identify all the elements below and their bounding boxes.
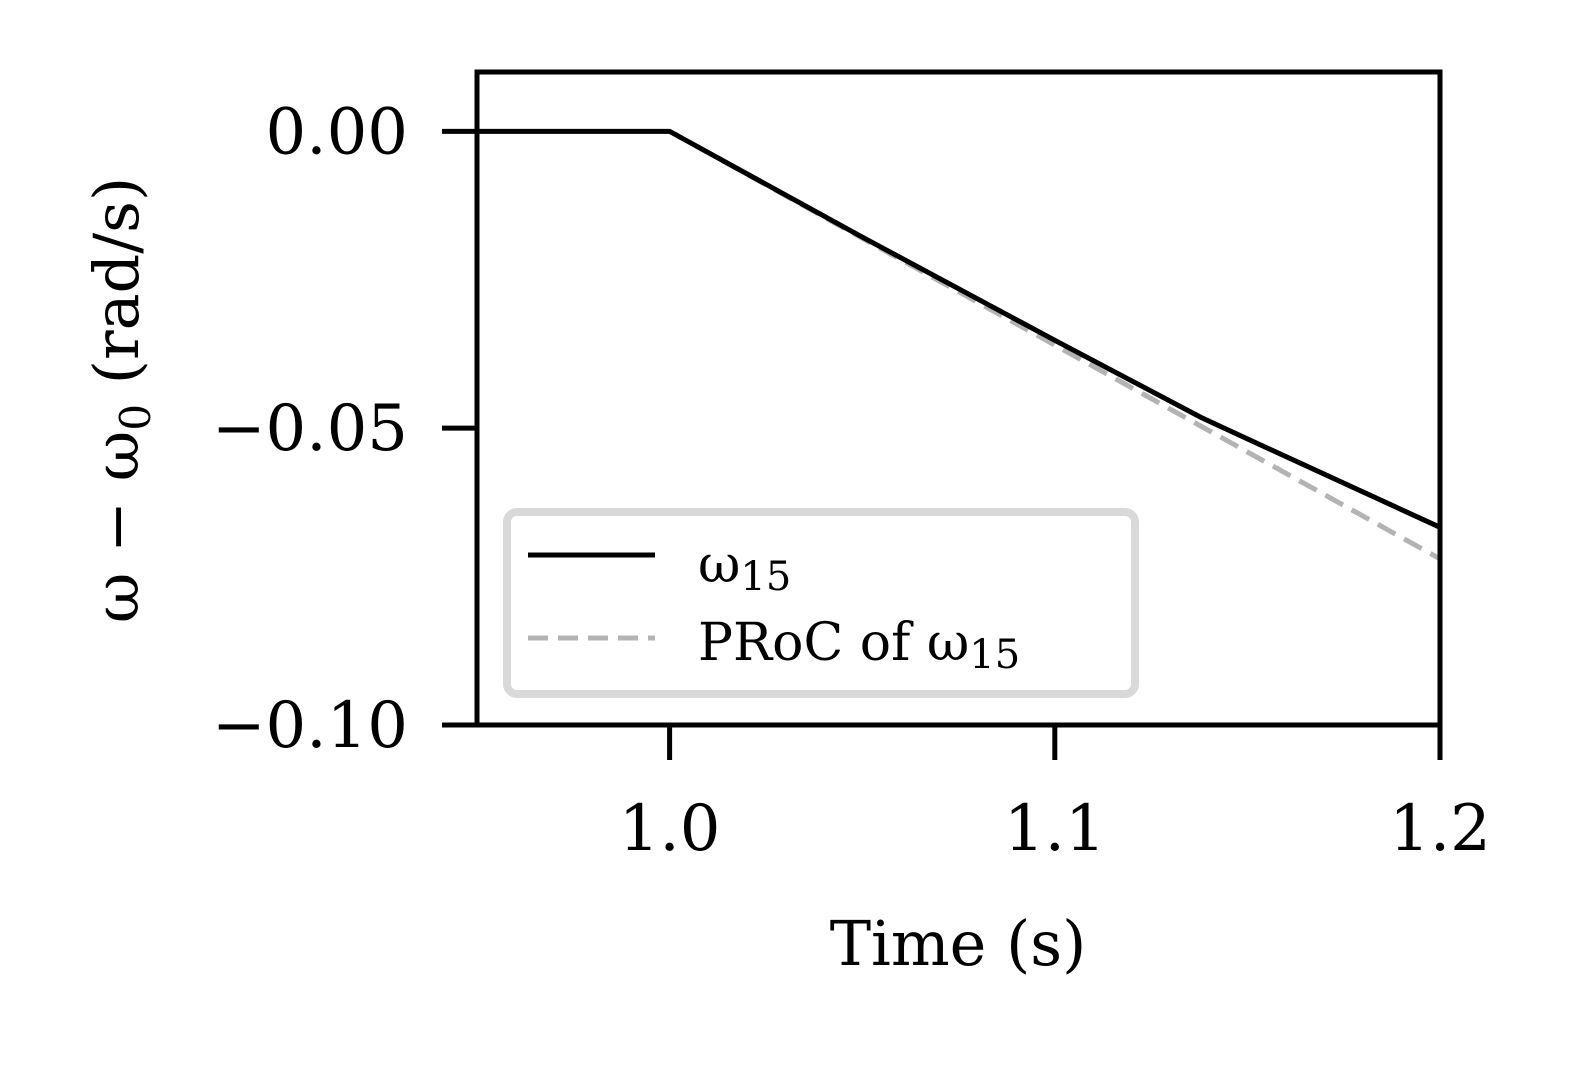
- y-tick-label: −0.10: [212, 689, 408, 763]
- legend-label-omega15: ω15: [698, 535, 791, 600]
- x-axis-label: Time (s): [830, 907, 1087, 980]
- x-tick-label: 1.1: [1004, 792, 1106, 866]
- x-tick-label: 1.0: [619, 792, 721, 866]
- y-axis-label-unit: (rad/s): [80, 177, 153, 404]
- y-axis-label: ω − ω0 (rad/s): [80, 177, 160, 623]
- series-line-solid: [477, 128, 1442, 530]
- axes-frame: [474, 69, 1443, 728]
- x-axis-ticks: 1.0 1.1 1.2: [619, 725, 1491, 866]
- y-tick-label: 0.00: [266, 95, 409, 169]
- y-axis-ticks: 0.00 −0.05 −0.10: [212, 95, 477, 763]
- y-tick-label: −0.05: [212, 392, 408, 466]
- y-axis-label-main: ω − ω: [80, 431, 153, 623]
- legend-label-proc: PRoC of ω15: [698, 613, 1020, 678]
- plot-series: [477, 128, 1442, 561]
- x-tick-label: 1.2: [1389, 792, 1491, 866]
- y-axis-label-sub: 0: [111, 404, 160, 431]
- legend: ω15 PRoC of ω15: [503, 508, 1139, 698]
- series-line-dashed: [668, 129, 1442, 561]
- legend-box: [503, 508, 1139, 698]
